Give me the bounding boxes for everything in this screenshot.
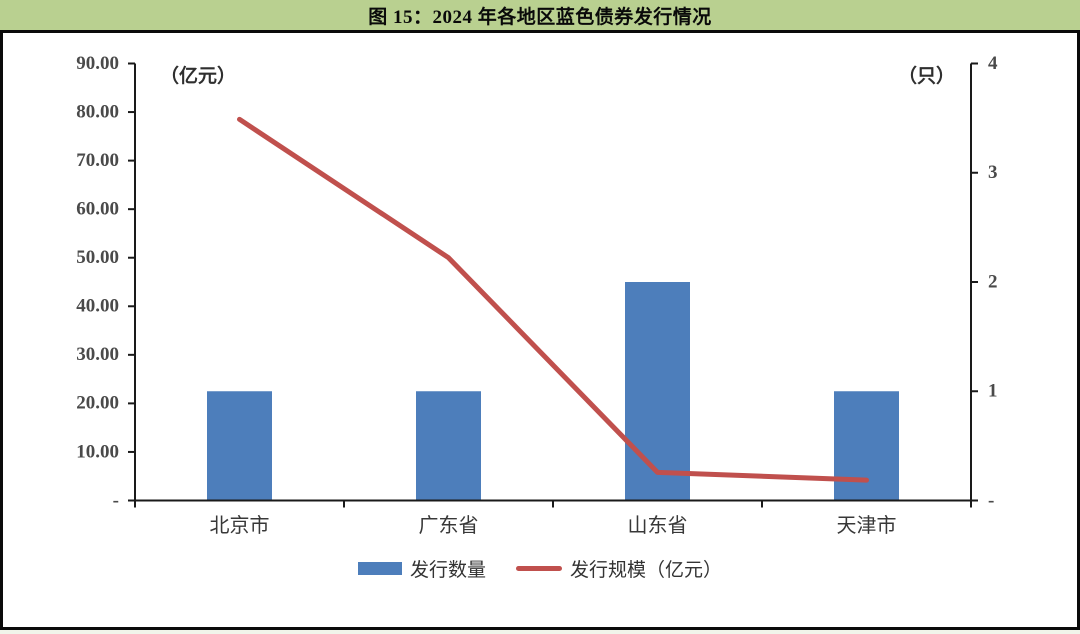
category-label: 山东省 xyxy=(628,514,688,537)
chart-legend: 发行数量 发行规模（亿元） xyxy=(0,555,1080,582)
right-axis-unit-label: （只） xyxy=(898,66,956,87)
left-axis-tick-label: 30.00 xyxy=(76,344,119,365)
issuance-count-bar xyxy=(416,391,481,501)
line-series-swatch xyxy=(516,566,562,571)
legend-label-issue-scale: 发行规模（亿元） xyxy=(570,560,723,581)
left-axis-tick-label: 50.00 xyxy=(76,247,119,268)
legend-item-issue-scale: 发行规模（亿元） xyxy=(516,555,722,582)
issuance-count-bar xyxy=(207,391,272,501)
left-axis-tick-label: 10.00 xyxy=(76,441,119,462)
left-axis-tick-label: 70.00 xyxy=(76,150,119,171)
legend-item-issue-count: 发行数量 xyxy=(357,555,486,582)
category-label: 天津市 xyxy=(837,514,897,537)
legend-label-issue-count: 发行数量 xyxy=(409,560,486,581)
left-axis-tick-label: - xyxy=(113,490,119,511)
right-axis-tick-label: - xyxy=(988,490,994,511)
category-label: 北京市 xyxy=(210,514,270,537)
left-axis-tick-label: 20.00 xyxy=(76,393,119,414)
issuance-scale-line xyxy=(237,116,869,483)
left-axis-tick-label: 60.00 xyxy=(76,199,119,220)
figure-title-bar: 图 15：2024 年各地区蓝色债券发行情况 xyxy=(0,0,1080,33)
issuance-count-bar xyxy=(834,391,899,501)
right-axis-tick-label: 3 xyxy=(988,162,998,183)
dual-axis-chart: - 10.00 20.00 30.00 40.00 50.00 60.00 70.00 80.0… xyxy=(76,53,998,537)
right-axis-tick-label: 4 xyxy=(988,53,998,74)
chart-area: - 10.00 20.00 30.00 40.00 50.00 60.00 70.00 80.0… xyxy=(0,33,1080,634)
right-axis-tick-label: 2 xyxy=(988,271,998,292)
left-axis-tick-label: 80.00 xyxy=(76,101,119,122)
bar-series-swatch xyxy=(357,562,402,575)
right-axis-tick-label: 1 xyxy=(988,381,998,402)
figure-title: 图 15：2024 年各地区蓝色债券发行情况 xyxy=(368,6,712,28)
category-label: 广东省 xyxy=(419,514,479,537)
left-axis-tick-label: 40.00 xyxy=(76,296,119,317)
left-axis-tick-label: 90.00 xyxy=(76,53,119,74)
issuance-count-bar xyxy=(625,282,690,501)
left-axis-unit-label: （亿元） xyxy=(160,66,237,87)
